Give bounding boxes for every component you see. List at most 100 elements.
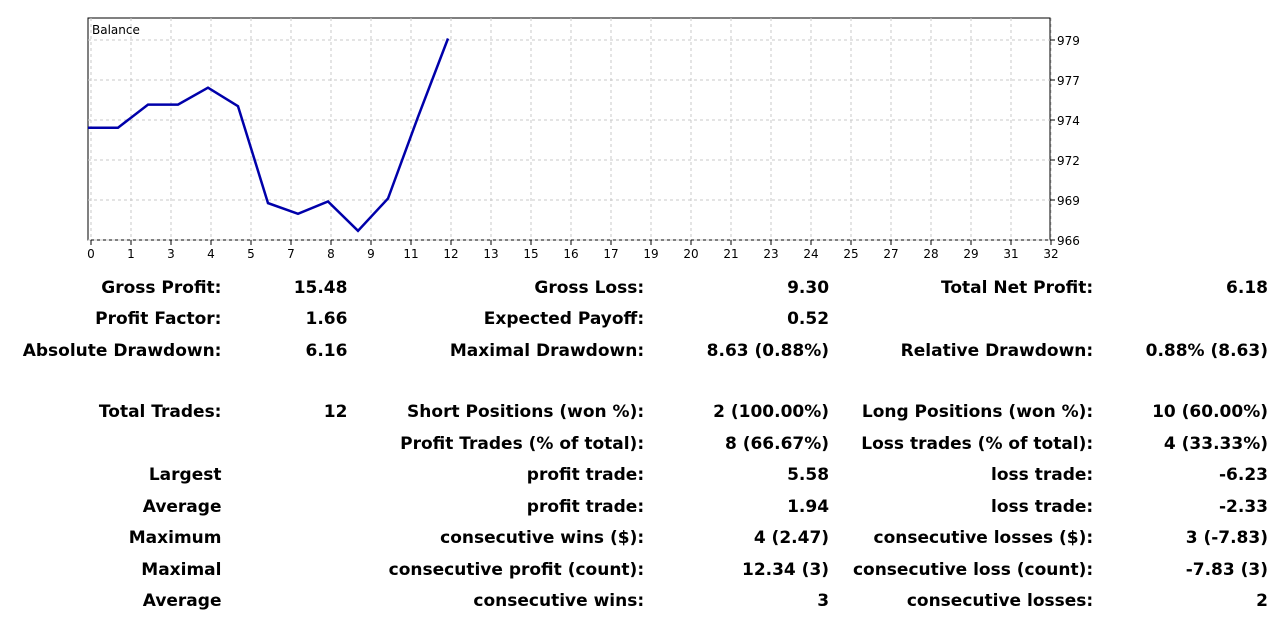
y-tick-label: 966 (1057, 234, 1080, 248)
stat-value-a: 1.66 (305, 309, 348, 330)
stats-table: Gross Profit: 15.48 Gross Loss: 9.30 Total N… (0, 272, 1268, 617)
x-tick-label: 20 (683, 247, 698, 261)
stat-label-b: Expected Payoff: (483, 309, 645, 330)
stat-label-a: Maximum (128, 528, 222, 549)
stat-label-b: Maximal Drawdown: (449, 340, 645, 361)
stat-label-a: Absolute Drawdown: (22, 340, 222, 361)
stat-label-c: loss trade: (991, 496, 1094, 517)
stat-label-b: Profit Trades (% of total): (400, 433, 645, 454)
x-tick-label: 8 (327, 247, 335, 261)
x-tick-label: 29 (963, 247, 978, 261)
y-tick-label: 969 (1057, 194, 1080, 208)
stat-label-c: Total Net Profit: (940, 277, 1094, 298)
stats-row: Profit Factor: 1.66 Expected Payoff: 0.52 (0, 304, 1268, 336)
x-tick-label: 0 (87, 247, 95, 261)
stat-label-b: consecutive wins: (473, 591, 645, 612)
stat-label-a: Largest (148, 465, 222, 486)
stat-value-a: 6.16 (305, 340, 348, 361)
stats-row: Largest profit trade: 5.58 loss trade: -6.23 (0, 460, 1268, 492)
stat-value-c: -6.23 (1219, 465, 1268, 486)
stats-row (0, 367, 1268, 397)
stat-value-b: 3 (817, 591, 830, 612)
x-tick-label: 24 (803, 247, 818, 261)
stat-value-b: 8 (66.67%) (724, 433, 830, 454)
x-tick-label: 1 (127, 247, 135, 261)
stat-value-c: 3 (-7.83) (1185, 528, 1268, 549)
x-tick-label: 5 (247, 247, 255, 261)
x-tick-label: 19 (643, 247, 658, 261)
stat-value-b: 2 (100.00%) (713, 402, 830, 423)
stat-value-c: -2.33 (1219, 496, 1268, 517)
stat-value-a (221, 586, 347, 618)
stat-value-b: 0.52 (787, 309, 830, 330)
stat-label-b: profit trade: (526, 465, 645, 486)
stats-row: Average profit trade: 1.94 loss trade: -2.33 (0, 491, 1268, 523)
stat-value-a (221, 460, 347, 492)
x-tick-label: 4 (207, 247, 215, 261)
stat-label-c: consecutive losses: (906, 591, 1094, 612)
stats-row: Total Trades: 12 Short Positions (won %): 2… (0, 397, 1268, 429)
stat-value-a: 12 (323, 402, 348, 423)
stat-label-b: profit trade: (526, 496, 645, 517)
x-tick-label: 17 (603, 247, 618, 261)
stat-label-a: Average (142, 496, 222, 517)
stat-label-c (829, 304, 1093, 336)
stat-value-c: 0.88% (8.63) (1145, 340, 1268, 361)
balance-series-line (88, 38, 450, 233)
stat-label-c: Long Positions (won %): (861, 402, 1094, 423)
x-tick-label: 31 (1003, 247, 1018, 261)
stat-label-b: consecutive wins ($): (440, 528, 645, 549)
stat-label-a: Maximal (141, 559, 222, 580)
stat-value-b: 4 (2.47) (753, 528, 830, 549)
stat-label-c: consecutive losses ($): (873, 528, 1094, 549)
stat-value-b: 9.30 (787, 277, 830, 298)
x-tick-label: 28 (923, 247, 938, 261)
x-tick-label: 13 (483, 247, 498, 261)
x-tick-label: 3 (167, 247, 175, 261)
stat-label-b: Gross Loss: (534, 277, 645, 298)
stats-row: Absolute Drawdown: 6.16 Maximal Drawdown: 8… (0, 335, 1268, 367)
x-tick-label: 27 (883, 247, 898, 261)
x-tick-label: 25 (843, 247, 858, 261)
stats-row: Profit Trades (% of total): 8 (66.67%) Los… (0, 428, 1268, 460)
y-axis: 979 977 974 972 969 966 (1050, 34, 1080, 248)
stats-row: Gross Profit: 15.48 Gross Loss: 9.30 Total N… (0, 272, 1268, 304)
plot-area (87, 17, 1051, 241)
spacer-cell (0, 367, 1268, 397)
stat-label-a: Profit Factor: (95, 309, 222, 330)
stat-value-c: 6.18 (1226, 277, 1268, 298)
stat-value-c (1093, 304, 1268, 336)
stat-value-a (221, 554, 347, 586)
stat-value-b: 5.58 (787, 465, 830, 486)
stat-value-a (221, 428, 347, 460)
x-tick-label: 7 (287, 247, 295, 261)
stat-label-a: Average (142, 591, 222, 612)
x-tick-label: 11 (403, 247, 418, 261)
x-tick-label: 23 (763, 247, 778, 261)
x-tick-label: 21 (723, 247, 738, 261)
stat-label-a: Total Trades: (98, 402, 222, 423)
stat-value-a (221, 491, 347, 523)
stat-value-c: 2 (1256, 591, 1268, 612)
stat-value-a (221, 523, 347, 555)
stat-label-b: Short Positions (won %): (407, 402, 645, 423)
stat-label-a (0, 428, 221, 460)
x-tick-label: 15 (523, 247, 538, 261)
x-tick-label: 16 (563, 247, 578, 261)
chart-title: Balance (92, 23, 140, 37)
stat-label-c: loss trade: (991, 465, 1094, 486)
stat-label-b: consecutive profit (count): (388, 559, 645, 580)
stat-value-a: 15.48 (293, 277, 348, 298)
stat-value-b: 12.34 (3) (741, 559, 830, 580)
stats-row: Maximum consecutive wins ($): 4 (2.47) cons… (0, 523, 1268, 555)
balance-chart: Balance 0 1 3 4 5 7 8 9 11 12 13 15 16 17 19 20 21 23 24 25… (87, 17, 1080, 261)
stat-value-c: 10 (60.00%) (1152, 402, 1268, 423)
stats-row: Average consecutive wins: 3 consecutive los… (0, 586, 1268, 618)
stat-label-c: consecutive loss (count): (852, 559, 1094, 580)
stat-value-c: 4 (33.33%) (1163, 433, 1268, 454)
stat-label-c: Loss trades (% of total): (861, 433, 1094, 454)
x-tick-label: 9 (367, 247, 375, 261)
y-tick-label: 977 (1057, 74, 1080, 88)
stat-value-c: -7.83 (3) (1185, 559, 1268, 580)
stat-label-c: Relative Drawdown: (900, 340, 1094, 361)
